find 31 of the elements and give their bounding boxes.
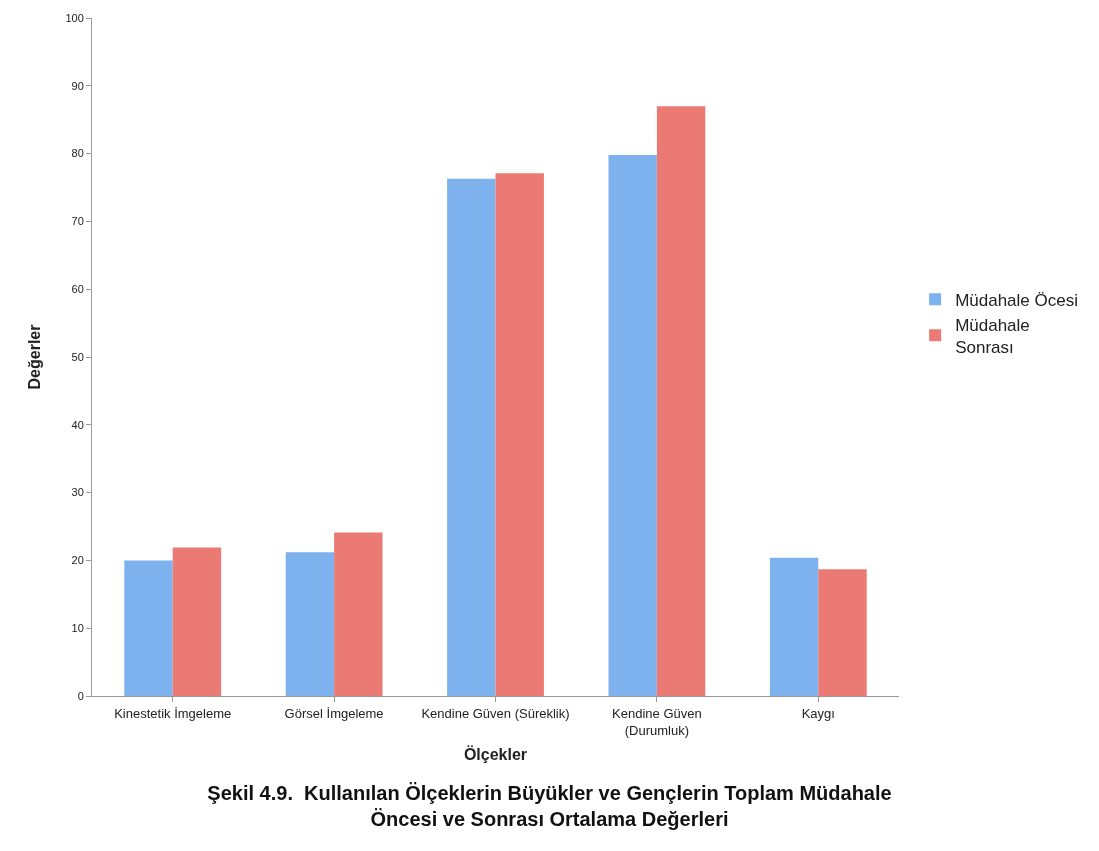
bar bbox=[172, 547, 222, 696]
legend-label: Müdahale Sonrası bbox=[955, 315, 1030, 357]
y-tick-label: 40 bbox=[71, 418, 84, 431]
x-axis-title: Ölçekler bbox=[463, 745, 528, 764]
y-tick-label: 80 bbox=[71, 147, 84, 160]
bar bbox=[495, 173, 544, 696]
bar bbox=[334, 532, 383, 696]
bar bbox=[769, 557, 819, 696]
y-axis-title: Değerler bbox=[26, 324, 44, 390]
text: Şekil 4.9. Kullanılan Ölçeklerin Büyükler ve Gençlerin Toplam Müdahale Öncesi ve Sonrası Ortalama Değerleri bbox=[207, 781, 892, 830]
x-tick-label: Kendine Güven (Durumluk) bbox=[612, 705, 702, 738]
y-tick-label: 20 bbox=[71, 554, 84, 567]
bar bbox=[124, 560, 173, 696]
x-tick-label: Kendine Güven (Süreklik) bbox=[421, 705, 570, 721]
x-tick-label: Kaygı bbox=[801, 705, 835, 721]
y-tick-label: 100 bbox=[65, 11, 84, 24]
y-tick-label: 60 bbox=[71, 283, 84, 296]
bar bbox=[656, 106, 706, 696]
y-tick-label: 50 bbox=[71, 350, 84, 363]
y-tick-label: 90 bbox=[71, 79, 84, 92]
x-tick-label: Kinestetik İmgeleme bbox=[114, 705, 232, 721]
bar bbox=[818, 569, 867, 696]
bar bbox=[447, 178, 496, 696]
y-tick-label: 10 bbox=[71, 622, 84, 635]
bar bbox=[608, 154, 657, 696]
legend-label: Müdahale Öcesi bbox=[955, 290, 1078, 310]
y-tick-label: 30 bbox=[71, 486, 84, 499]
x-tick-label: Görsel İmgeleme bbox=[284, 705, 384, 721]
y-tick-label: 70 bbox=[71, 215, 84, 228]
y-tick-label: 0 bbox=[77, 689, 84, 702]
bar bbox=[285, 552, 335, 696]
